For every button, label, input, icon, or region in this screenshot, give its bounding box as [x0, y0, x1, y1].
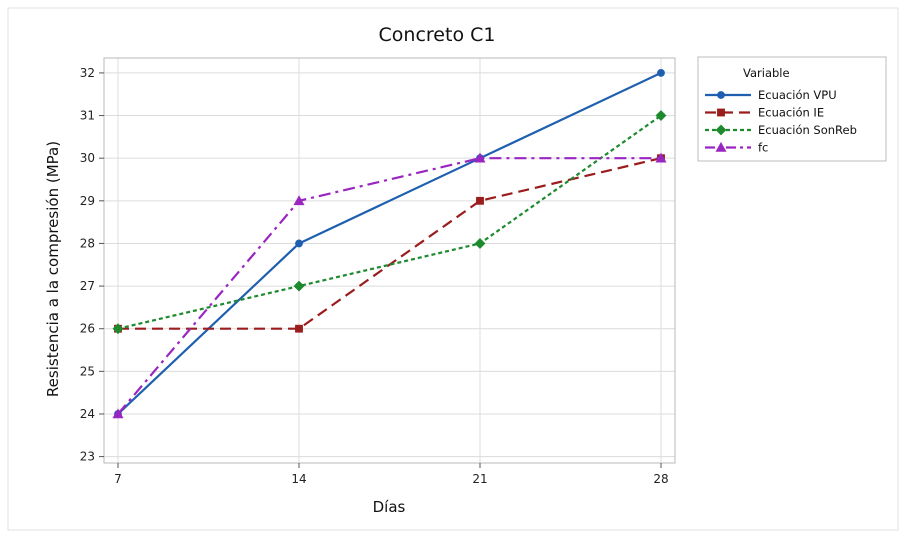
legend-label: Ecuación VPU [758, 88, 837, 102]
legend-marker [717, 108, 725, 117]
data-point [474, 152, 486, 163]
y-axis-title: Resistencia a la compresión (MPa) [44, 141, 62, 397]
y-tick-label: 24 [80, 407, 95, 421]
series-line [118, 157, 662, 330]
grid [104, 58, 675, 463]
series-line [117, 114, 662, 330]
y-tick-label: 32 [80, 66, 95, 80]
legend-label: Ecuación IE [758, 106, 824, 120]
data-point [293, 195, 305, 206]
legend-label: Ecuación SonReb [758, 123, 857, 137]
data-point [112, 408, 124, 419]
legend-box [697, 56, 887, 162]
legend-marker [715, 141, 727, 152]
x-tick-label: 28 [653, 472, 668, 486]
legend-entry: Ecuación VPU [705, 88, 837, 102]
data-point [655, 152, 667, 163]
x-tick-label: 21 [472, 472, 487, 486]
y-tick-label: 27 [80, 279, 95, 293]
data-point [295, 324, 303, 333]
y-tick-label: 28 [80, 236, 95, 250]
series-3 [112, 152, 667, 419]
y-tick-label: 23 [80, 450, 95, 464]
legend-entry: fc [705, 141, 768, 155]
legend-marker [717, 91, 725, 99]
y-tick-label: 25 [80, 364, 95, 378]
legend-entry: Ecuación IE [705, 106, 824, 120]
data-point [295, 239, 303, 248]
x-tick-label: 14 [291, 472, 306, 486]
legend-label: fc [758, 141, 768, 155]
x-tick-label: 7 [114, 472, 122, 486]
y-tick-label: 31 [80, 109, 95, 123]
y-tick-label: 30 [80, 151, 95, 165]
data-point [474, 238, 486, 249]
chart-title: Concreto C1 [379, 24, 496, 46]
legend-title: Variable [743, 66, 790, 80]
series-line [117, 157, 661, 415]
x-axis-title: Días [373, 498, 406, 516]
data-point [293, 280, 305, 292]
plot-area-frame [103, 57, 676, 464]
legend-items: Ecuación VPU Ecuación IE Ecuación SonReb fc [705, 88, 857, 155]
data-point [657, 69, 665, 77]
y-tick-label: 29 [80, 194, 95, 208]
series-2 [112, 110, 667, 335]
legend-entry: Ecuación SonReb [705, 123, 857, 137]
data-point [655, 110, 667, 121]
legend-marker [715, 124, 727, 136]
axes: 23 24 25 26 27 28 29 30 31 32 7 14 21 28 [80, 66, 669, 486]
data-point [112, 323, 124, 335]
series-layer [112, 69, 667, 419]
y-tick-label: 26 [80, 322, 95, 336]
data-point [476, 196, 484, 205]
